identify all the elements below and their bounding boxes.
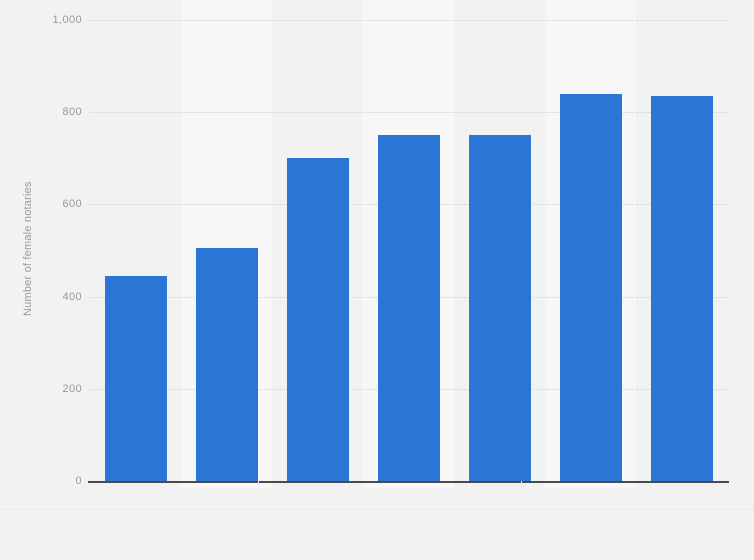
plot-area <box>90 0 727 489</box>
y-axis-tick-label: 1,000 <box>52 14 82 26</box>
bar[interactable] <box>377 135 440 481</box>
footer-divider-secondary <box>0 524 754 525</box>
bar[interactable] <box>559 93 622 481</box>
footer-separator <box>521 481 522 560</box>
y-axis-tick-label: 800 <box>62 106 82 119</box>
y-axis-tick-labels: 0 200 400 600 800 1,000 <box>0 0 82 560</box>
bar[interactable] <box>468 135 531 481</box>
y-axis-tick-label: 600 <box>62 198 82 211</box>
footer-divider <box>0 509 754 510</box>
bar[interactable] <box>104 275 167 481</box>
y-axis-tick-label: 0 <box>75 475 82 487</box>
gridline <box>90 112 727 114</box>
gridline <box>90 20 727 21</box>
y-axis-tick-label: 400 <box>62 290 82 303</box>
x-axis-baseline <box>88 481 729 483</box>
bar[interactable] <box>650 96 713 481</box>
bar[interactable] <box>286 158 349 481</box>
y-axis-tick-label: 200 <box>62 382 82 395</box>
bar[interactable] <box>195 248 258 481</box>
footer-separator <box>258 481 259 560</box>
y-axis-title: Number of female notaries <box>22 181 34 316</box>
